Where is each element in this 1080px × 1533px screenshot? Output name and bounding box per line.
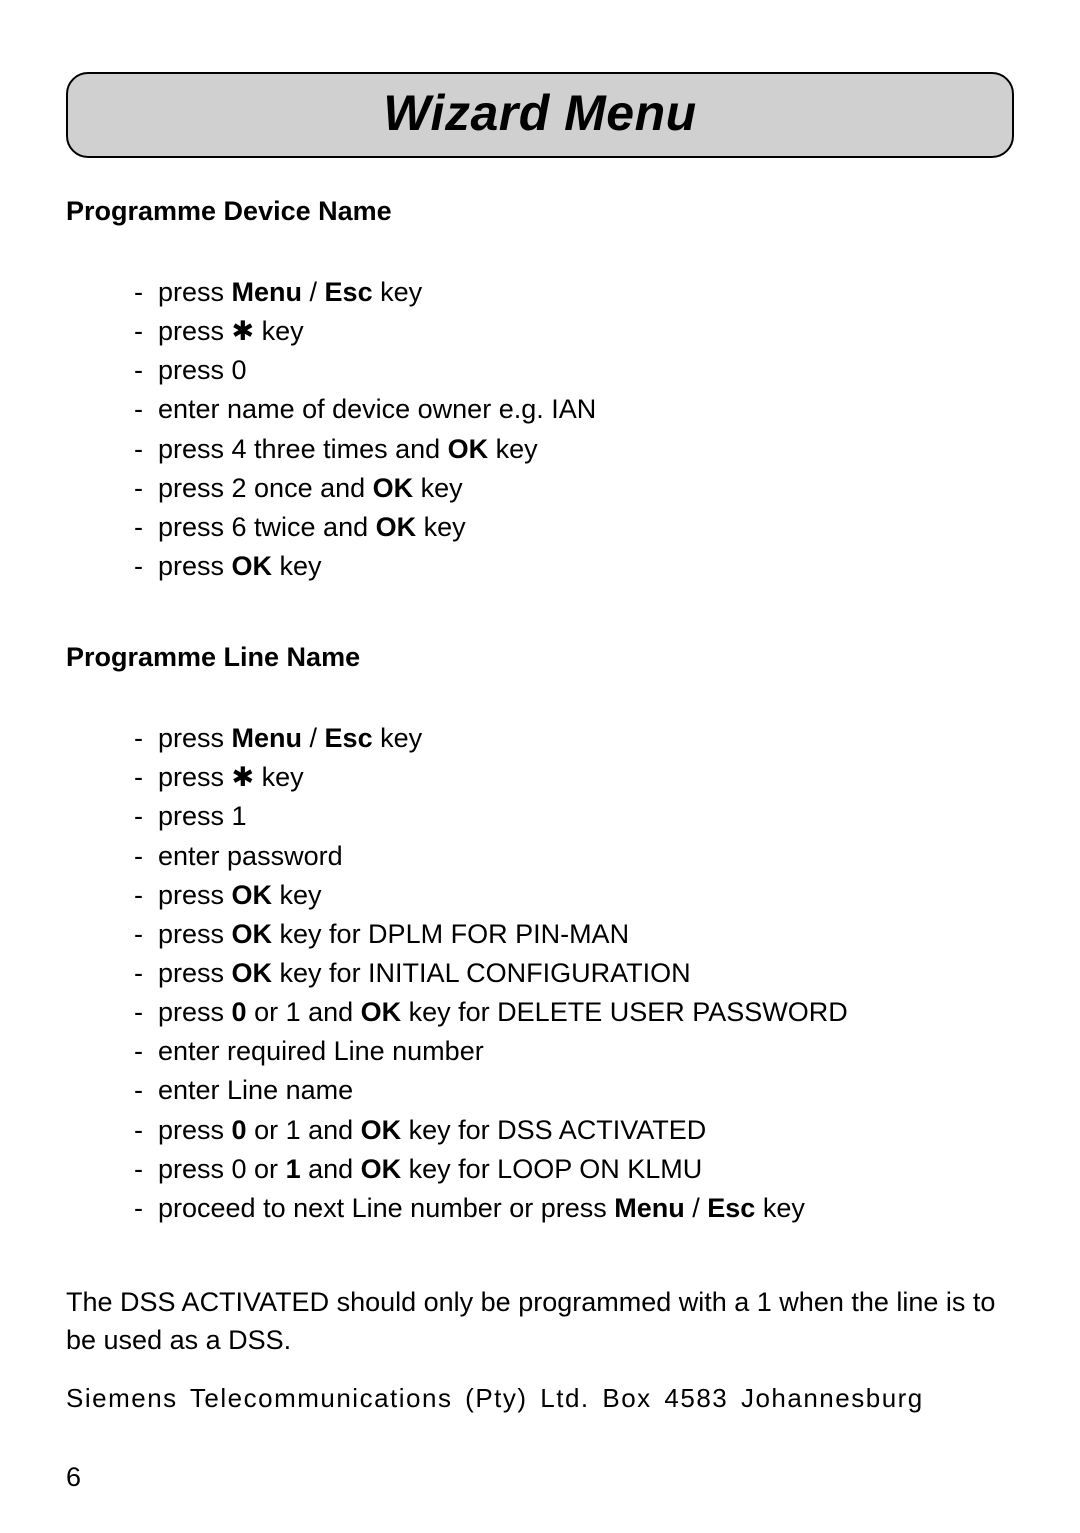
step-item: press OK key (134, 547, 1014, 586)
step-item: press 0 or 1 and OK key for LOOP ON KLMU (134, 1150, 1014, 1189)
step-item: press OK key (134, 876, 1014, 915)
line-steps: press Menu / Esc keypress ✱ keypress 1en… (66, 719, 1014, 1228)
step-item: press 0 or 1 and OK key for DELETE USER … (134, 993, 1014, 1032)
step-item: press OK key for DPLM FOR PIN-MAN (134, 915, 1014, 954)
step-item: press Menu / Esc key (134, 273, 1014, 312)
step-item: press ✱ key (134, 758, 1014, 797)
step-item: enter required Line number (134, 1032, 1014, 1071)
step-item: enter name of device owner e.g. IAN (134, 390, 1014, 429)
title-box: Wizard Menu (66, 72, 1014, 158)
step-item: press 1 (134, 797, 1014, 836)
step-item: press Menu / Esc key (134, 719, 1014, 758)
step-item: press 4 three times and OK key (134, 430, 1014, 469)
section-heading-device: Programme Device Name (66, 196, 1014, 227)
device-steps: press Menu / Esc keypress ✱ keypress 0en… (66, 273, 1014, 586)
section-heading-line: Programme Line Name (66, 642, 1014, 673)
step-item: press 0 (134, 351, 1014, 390)
note-text: The DSS ACTIVATED should only be program… (66, 1284, 1014, 1360)
page-title: Wizard Menu (383, 85, 696, 141)
step-item: enter Line name (134, 1071, 1014, 1110)
step-item: press ✱ key (134, 312, 1014, 351)
step-item: press 0 or 1 and OK key for DSS ACTIVATE… (134, 1111, 1014, 1150)
step-item: press OK key for INITIAL CONFIGURATION (134, 954, 1014, 993)
page-number: 6 (66, 1462, 1014, 1493)
step-item: press 6 twice and OK key (134, 508, 1014, 547)
page-footer: Siemens Telecommunications (Pty) Ltd. Bo… (66, 1383, 1014, 1493)
step-item: press 2 once and OK key (134, 469, 1014, 508)
document-page: Wizard Menu Programme Device Name press … (0, 0, 1080, 1533)
step-item: proceed to next Line number or press Men… (134, 1189, 1014, 1228)
footer-company: Siemens Telecommunications (Pty) Ltd. Bo… (66, 1383, 1014, 1414)
step-item: enter password (134, 837, 1014, 876)
